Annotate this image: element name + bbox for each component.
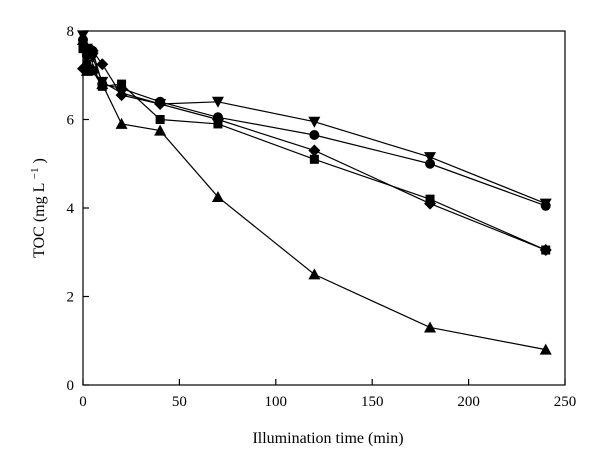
marker-diamond bbox=[308, 144, 321, 157]
marker-triangle-up bbox=[86, 62, 99, 74]
marker-diamond bbox=[115, 89, 128, 102]
series-diamond bbox=[77, 44, 552, 257]
marker-triangle-down bbox=[77, 30, 89, 42]
y-axis-label-sup: −1 bbox=[29, 167, 41, 179]
marker-triangle-down bbox=[211, 96, 224, 108]
x-axis-label: Illumination time (min) bbox=[252, 430, 403, 447]
marker-square bbox=[78, 44, 88, 54]
marker-triangle-down bbox=[308, 116, 321, 128]
marker-square bbox=[309, 154, 319, 164]
series-line bbox=[82, 39, 546, 351]
x-tick-label: 200 bbox=[457, 394, 480, 410]
x-tick-label: 100 bbox=[265, 394, 288, 410]
marker-circle bbox=[309, 129, 320, 140]
x-tick-label: 0 bbox=[79, 394, 87, 410]
y-axis-label-main: TOC (mg L bbox=[31, 183, 48, 258]
marker-diamond bbox=[539, 244, 552, 257]
y-axis-label-close: ) bbox=[31, 158, 48, 163]
marker-diamond bbox=[77, 62, 89, 75]
marker-triangle-down bbox=[96, 76, 109, 88]
axes: 0 50 100 150 200 250 0 2 4 6 8 bbox=[67, 24, 577, 410]
series-triangle-up bbox=[77, 33, 552, 355]
plot-frame bbox=[82, 30, 566, 386]
y-tick-label: 8 bbox=[67, 24, 75, 40]
y-axis-label: TOC (mg L −1 ) bbox=[25, 158, 48, 258]
marker-triangle-down bbox=[424, 152, 437, 164]
marker-diamond bbox=[96, 58, 109, 71]
series-layer bbox=[77, 30, 552, 355]
marker-triangle-down bbox=[539, 198, 552, 210]
marker-triangle-up bbox=[154, 124, 167, 136]
marker-diamond bbox=[424, 197, 437, 210]
marker-triangle-up bbox=[424, 321, 437, 333]
x-tick-label: 150 bbox=[361, 394, 384, 410]
marker-triangle-up bbox=[115, 117, 128, 129]
marker-square bbox=[82, 59, 92, 69]
y-tick-label: 6 bbox=[67, 113, 75, 129]
marker-triangle-up bbox=[211, 190, 224, 202]
marker-diamond bbox=[86, 44, 99, 57]
marker-square bbox=[155, 115, 165, 124]
y-tick-label: 0 bbox=[67, 378, 75, 394]
marker-triangle-up bbox=[539, 343, 552, 355]
marker-diamond bbox=[154, 98, 167, 111]
marker-square bbox=[117, 79, 127, 89]
y-tick-label: 4 bbox=[67, 201, 75, 217]
x-tick-label: 50 bbox=[172, 394, 187, 410]
marker-triangle-up bbox=[308, 268, 321, 280]
y-tick-label: 2 bbox=[67, 290, 75, 306]
marker-diamond bbox=[211, 113, 224, 126]
x-tick-label: 250 bbox=[554, 394, 577, 410]
marker-circle bbox=[425, 158, 436, 169]
